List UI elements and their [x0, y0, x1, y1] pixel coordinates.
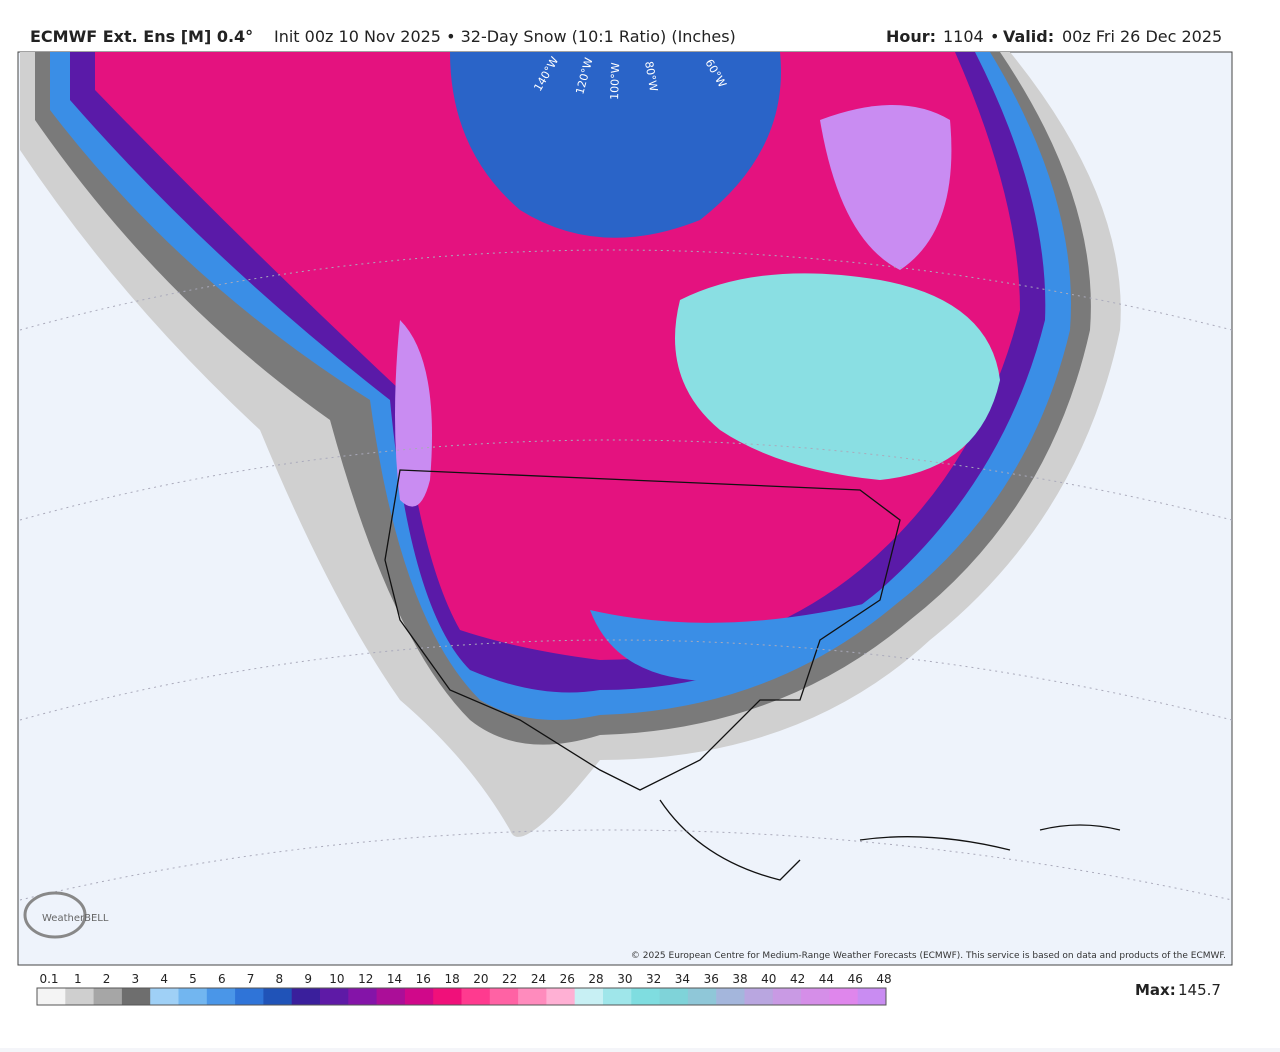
colorbar-swatch — [291, 988, 321, 1005]
colorbar-label: 30 — [617, 972, 632, 986]
colorbar-swatch — [574, 988, 604, 1005]
colorbar-swatch — [518, 988, 547, 1005]
hudson-cyan — [675, 273, 1000, 480]
colorbar-swatch — [857, 988, 887, 1005]
borders — [384, 469, 901, 881]
colorbar-swatch — [687, 988, 717, 1005]
valid-value: 00z Fri 26 Dec 2025 — [1062, 27, 1222, 46]
valid-label: Valid: — [1003, 27, 1054, 46]
colorbar-swatch — [546, 988, 576, 1005]
colorbar-swatch — [772, 988, 802, 1005]
colorbar-swatch — [178, 988, 208, 1005]
colorbar-swatch — [150, 988, 179, 1005]
colorbar-label: 22 — [502, 972, 517, 986]
colorbar-label: 4 — [160, 972, 168, 986]
colorbar-label: 10 — [329, 972, 344, 986]
colorbar-label: 28 — [588, 972, 603, 986]
colorbar-swatch — [206, 988, 236, 1005]
colorbar-label: 34 — [675, 972, 690, 986]
colorbar-label: 26 — [560, 972, 575, 986]
colorbar-label: 46 — [848, 972, 863, 986]
colorbar-label: 2 — [103, 972, 111, 986]
colorbar-swatch — [489, 988, 519, 1005]
colorbar-swatch — [603, 988, 632, 1005]
colorbar-label: 38 — [732, 972, 747, 986]
colorbar-label: 1 — [74, 972, 82, 986]
colorbar-swatch — [744, 988, 774, 1005]
colorbar-label: 8 — [276, 972, 284, 986]
copyright: © 2025 European Centre for Medium-Range … — [631, 951, 1226, 961]
arctic-blue — [450, 52, 781, 238]
colorbar-label: 40 — [761, 972, 776, 986]
colorbar-swatch — [829, 988, 859, 1005]
colorbar-label: 36 — [704, 972, 719, 986]
snow-magenta — [95, 52, 1020, 660]
colorbar-label: 5 — [189, 972, 197, 986]
map: 140°W 120°W 100°W 80°W 60°W WeatherBELL … — [17, 51, 1233, 966]
colorbar-border — [36, 987, 887, 1006]
colorbar-label: 7 — [247, 972, 255, 986]
colorbar-swatch — [461, 988, 491, 1005]
us-blue-band — [590, 600, 880, 682]
colorbar-swatch — [320, 988, 349, 1005]
colorbar-label: 0.1 — [39, 972, 58, 986]
colorbar-swatch — [716, 988, 745, 1005]
colorbar-label: 44 — [819, 972, 834, 986]
max-label: Max: — [1135, 981, 1176, 999]
graticule — [19, 249, 1233, 901]
separator: • — [990, 27, 999, 46]
colorbar-label: 14 — [387, 972, 402, 986]
colorbar-label: 3 — [132, 972, 140, 986]
snow-field — [20, 52, 1121, 837]
colorbar-swatch — [404, 988, 434, 1005]
longitude-label: 100°W — [608, 62, 622, 100]
colorbar-swatch — [121, 988, 151, 1005]
colorbar-swatch — [263, 988, 293, 1005]
greenland-lilac — [820, 105, 952, 270]
colorbar-swatch — [235, 988, 264, 1005]
colorbar-label: 32 — [646, 972, 661, 986]
coast-lilac — [395, 320, 432, 507]
model-name: ECMWF Ext. Ens [M] 0.4° — [30, 27, 253, 46]
logo-swirl — [23, 891, 87, 939]
colorbar-swatch — [348, 988, 378, 1005]
colorbar-swatch — [65, 988, 95, 1005]
hour-value: 1104 — [943, 27, 984, 46]
colorbar-label: 20 — [473, 972, 488, 986]
colorbar-label: 24 — [531, 972, 546, 986]
run-description: Init 00z 10 Nov 2025 • 32-Day Snow (10:1… — [274, 27, 736, 46]
colorbar-label: 16 — [416, 972, 431, 986]
colorbar-label: 9 — [304, 972, 312, 986]
colorbar-swatch — [801, 988, 830, 1005]
colorbar-swatch — [631, 988, 661, 1005]
colorbar-swatch — [93, 988, 123, 1005]
colorbar-swatch — [433, 988, 462, 1005]
colorbar-swatch — [659, 988, 689, 1005]
logo: WeatherBELL — [42, 913, 109, 924]
max-value: 145.7 — [1178, 981, 1221, 999]
colorbar-label: 18 — [444, 972, 459, 986]
colorbar-label: 42 — [790, 972, 805, 986]
caribbean — [859, 824, 1121, 851]
colorbar-swatch — [376, 988, 406, 1005]
colorbar-label: 6 — [218, 972, 226, 986]
colorbar: 0.1 1 2 3 4 5 6 7 8 9 10 12 14 16 18 20 22 24 26 28 30 32 34 36… — [36, 972, 892, 1006]
colorbar-label: 48 — [876, 972, 891, 986]
hour-label: Hour: — [886, 27, 936, 46]
colorbar-label: 12 — [358, 972, 373, 986]
colorbar-swatch — [37, 988, 66, 1005]
longitude-label: 80°W — [642, 60, 660, 92]
